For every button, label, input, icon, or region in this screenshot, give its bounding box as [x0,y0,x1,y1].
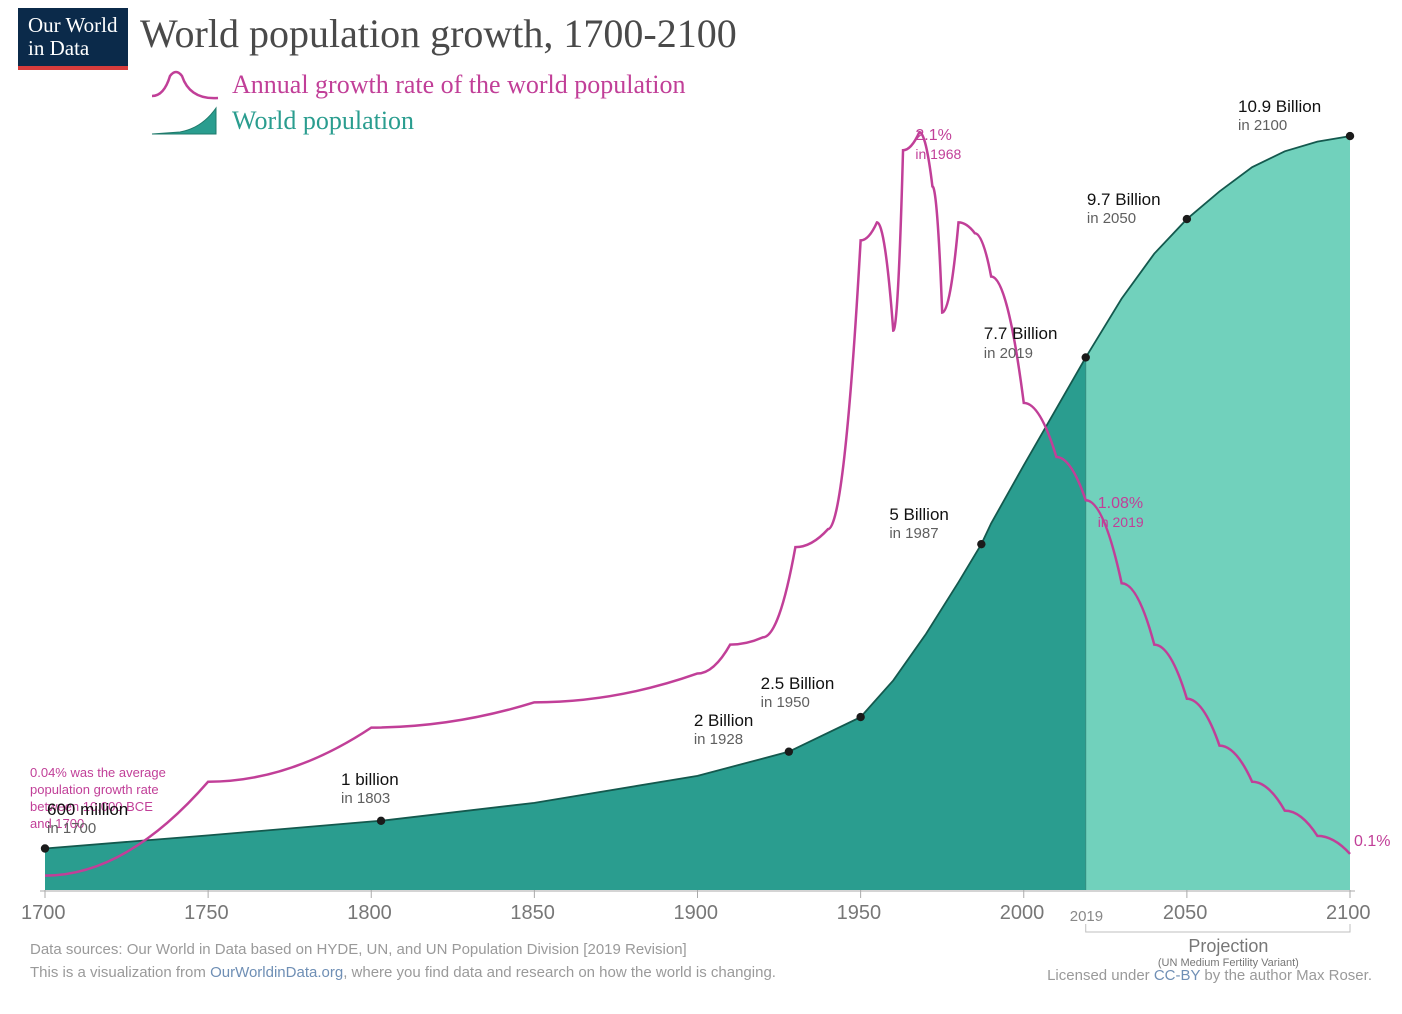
pop-marker [377,817,385,825]
pop-annotation: 7.7 Billionin 2019 [984,323,1058,363]
pop-annotation: 10.9 Billionin 2100 [1238,96,1321,136]
growth-annotation: 1.08%in 2019 [1098,494,1144,532]
footer-attribution: This is a visualization from OurWorldinD… [30,962,776,985]
pop-marker [1082,353,1090,361]
growth-annotation: 0.1% [1354,832,1390,852]
pop-marker [41,844,49,852]
footer-sources: Data sources: Our World in Data based on… [30,939,776,962]
x-tick-label: 1900 [674,902,719,925]
pop-marker [977,540,985,548]
population-area-historical [45,357,1086,890]
pop-marker [856,713,864,721]
growth-annotation: 2.1%in 1968 [915,126,961,164]
pop-annotation: 9.7 Billionin 2050 [1087,189,1161,229]
pop-marker [1346,132,1354,140]
x-tick-label: 2100 [1326,902,1371,925]
pop-annotation: 2.5 Billionin 1950 [761,673,835,713]
pop-annotation: 2 Billionin 1928 [694,710,754,750]
pop-annotation: 600 millionin 1700 [47,799,128,839]
pop-marker [785,747,793,755]
pop-annotation: 5 Billionin 1987 [889,504,949,544]
x-tick-2019: 2019 [1070,908,1103,925]
license-link[interactable]: CC-BY [1154,967,1200,984]
pop-annotation: 1 billionin 1803 [341,769,399,809]
chart-canvas [0,0,1402,1014]
chart-license: Licensed under CC-BY by the author Max R… [1047,967,1372,984]
footer-link[interactable]: OurWorldinData.org [210,964,343,981]
x-tick-label: 1700 [21,902,66,925]
x-tick-label: 1800 [347,902,392,925]
projection-label: Projection(UN Medium Fertility Variant) [1158,936,1299,969]
x-tick-label: 1750 [184,902,229,925]
projection-bracket [1086,924,1350,932]
chart-footer: Data sources: Our World in Data based on… [30,939,776,984]
x-tick-label: 2050 [1163,902,1208,925]
x-tick-label: 1950 [837,902,882,925]
pop-marker [1183,215,1191,223]
x-tick-label: 1850 [510,902,555,925]
x-tick-label: 2000 [1000,902,1045,925]
